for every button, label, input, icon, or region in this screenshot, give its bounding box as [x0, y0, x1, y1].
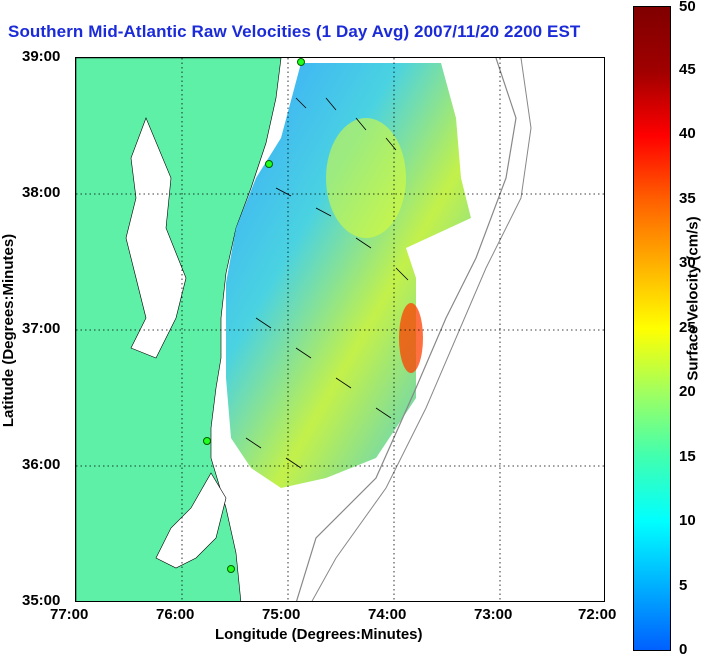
y-tick: 39:00	[22, 48, 61, 65]
colorbar-tick: 5	[679, 577, 688, 594]
colorbar-tick: 20	[679, 383, 696, 400]
colorbar-tick: 30	[679, 254, 696, 271]
colorbar-tick: 45	[679, 61, 696, 78]
bay	[125, 117, 187, 359]
map-title: Southern Mid-Atlantic Raw Velocities (1 …	[8, 22, 581, 41]
x-tick: 76:00	[156, 606, 195, 623]
colorbar-tick: 0	[679, 641, 688, 658]
radar-site	[297, 58, 305, 66]
velocity-vectors	[245, 97, 409, 469]
high-velocity-core	[399, 303, 423, 373]
colorbar-tick: 35	[679, 190, 696, 207]
bathymetry-line-2	[311, 58, 532, 601]
radar-sites	[203, 58, 305, 573]
radar-site	[227, 565, 235, 573]
plot-area[interactable]	[75, 57, 605, 602]
colorbar-label: Surface Velocity (cm/s)	[684, 216, 702, 381]
x-tick: 75:00	[262, 606, 301, 623]
colorbar	[633, 6, 671, 651]
colorbar-tick: 10	[679, 512, 696, 529]
y-tick: 38:00	[22, 184, 61, 201]
bathymetry-line	[295, 58, 517, 601]
y-tick: 37:00	[22, 320, 61, 337]
x-axis-label: Longitude (Degrees:Minutes)	[215, 626, 423, 643]
colorbar-tick: 25	[679, 319, 696, 336]
x-tick: 73:00	[474, 606, 513, 623]
y-axis-label: Latitude (Degrees:Minutes)	[0, 233, 18, 428]
radar-site	[265, 160, 273, 168]
velocity-map	[76, 58, 604, 601]
grid-lines	[76, 58, 604, 601]
colorbar-tick: 15	[679, 448, 696, 465]
sound	[155, 472, 227, 569]
y-tick: 35:00	[22, 592, 61, 609]
colorbar-tick: 50	[679, 0, 696, 15]
x-tick: 77:00	[50, 606, 89, 623]
velocity-field	[226, 63, 471, 488]
radar-site	[203, 437, 211, 445]
x-tick: 74:00	[368, 606, 407, 623]
y-tick: 36:00	[22, 456, 61, 473]
colorbar-tick: 40	[679, 125, 696, 142]
x-tick: 72:00	[578, 606, 617, 623]
mid-velocity-band	[326, 118, 406, 238]
